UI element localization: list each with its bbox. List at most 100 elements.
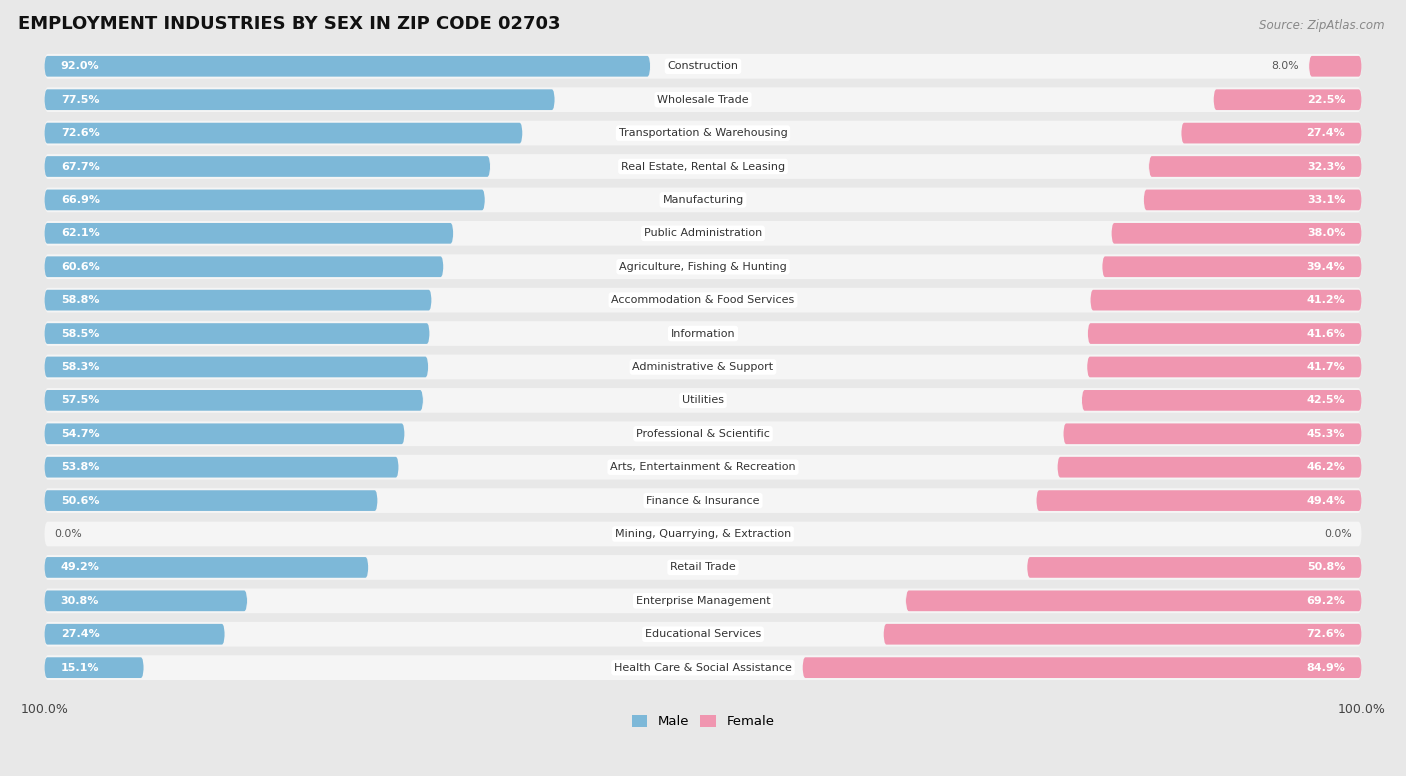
FancyBboxPatch shape: [45, 388, 1361, 413]
FancyBboxPatch shape: [45, 189, 485, 210]
Text: Construction: Construction: [668, 61, 738, 71]
FancyBboxPatch shape: [1036, 490, 1361, 511]
FancyBboxPatch shape: [1149, 156, 1361, 177]
Text: 27.4%: 27.4%: [1306, 128, 1346, 138]
FancyBboxPatch shape: [803, 657, 1361, 678]
Text: 46.2%: 46.2%: [1306, 462, 1346, 472]
FancyBboxPatch shape: [45, 223, 453, 244]
Text: 67.7%: 67.7%: [60, 161, 100, 171]
FancyBboxPatch shape: [45, 288, 1361, 313]
FancyBboxPatch shape: [45, 88, 1361, 112]
Text: 49.2%: 49.2%: [60, 563, 100, 573]
FancyBboxPatch shape: [1309, 56, 1361, 77]
FancyBboxPatch shape: [45, 89, 555, 110]
FancyBboxPatch shape: [45, 457, 399, 477]
FancyBboxPatch shape: [1063, 424, 1361, 444]
FancyBboxPatch shape: [45, 156, 491, 177]
Text: 53.8%: 53.8%: [60, 462, 100, 472]
Text: 49.4%: 49.4%: [1306, 496, 1346, 506]
Text: 39.4%: 39.4%: [1306, 262, 1346, 272]
FancyBboxPatch shape: [45, 390, 423, 411]
Text: 27.4%: 27.4%: [60, 629, 100, 639]
Text: Agriculture, Fishing & Hunting: Agriculture, Fishing & Hunting: [619, 262, 787, 272]
FancyBboxPatch shape: [45, 591, 247, 611]
FancyBboxPatch shape: [1057, 457, 1361, 477]
Text: Finance & Insurance: Finance & Insurance: [647, 496, 759, 506]
FancyBboxPatch shape: [45, 488, 1361, 513]
Text: 0.0%: 0.0%: [1324, 529, 1351, 539]
Text: 22.5%: 22.5%: [1306, 95, 1346, 105]
FancyBboxPatch shape: [45, 622, 1361, 646]
Text: Professional & Scientific: Professional & Scientific: [636, 429, 770, 438]
Text: 45.3%: 45.3%: [1306, 429, 1346, 438]
FancyBboxPatch shape: [45, 188, 1361, 213]
FancyBboxPatch shape: [1102, 256, 1361, 277]
Text: 72.6%: 72.6%: [60, 128, 100, 138]
Text: Utilities: Utilities: [682, 396, 724, 405]
FancyBboxPatch shape: [1111, 223, 1361, 244]
Text: 41.6%: 41.6%: [1306, 328, 1346, 338]
FancyBboxPatch shape: [1181, 123, 1361, 144]
FancyBboxPatch shape: [45, 54, 1361, 78]
Text: Information: Information: [671, 328, 735, 338]
FancyBboxPatch shape: [45, 521, 1361, 546]
Text: 50.6%: 50.6%: [60, 496, 100, 506]
Text: Mining, Quarrying, & Extraction: Mining, Quarrying, & Extraction: [614, 529, 792, 539]
FancyBboxPatch shape: [45, 323, 430, 344]
Text: Retail Trade: Retail Trade: [671, 563, 735, 573]
Text: 41.2%: 41.2%: [1306, 295, 1346, 305]
FancyBboxPatch shape: [45, 424, 405, 444]
Text: Educational Services: Educational Services: [645, 629, 761, 639]
FancyBboxPatch shape: [45, 255, 1361, 279]
FancyBboxPatch shape: [1090, 289, 1361, 310]
Text: 32.3%: 32.3%: [1306, 161, 1346, 171]
Text: 33.1%: 33.1%: [1306, 195, 1346, 205]
Text: 38.0%: 38.0%: [1306, 228, 1346, 238]
Text: Arts, Entertainment & Recreation: Arts, Entertainment & Recreation: [610, 462, 796, 472]
Text: Manufacturing: Manufacturing: [662, 195, 744, 205]
Text: 72.6%: 72.6%: [1306, 629, 1346, 639]
FancyBboxPatch shape: [45, 624, 225, 645]
FancyBboxPatch shape: [45, 123, 523, 144]
Text: 92.0%: 92.0%: [60, 61, 100, 71]
FancyBboxPatch shape: [1213, 89, 1361, 110]
Text: Administrative & Support: Administrative & Support: [633, 362, 773, 372]
Text: 77.5%: 77.5%: [60, 95, 100, 105]
Text: Enterprise Management: Enterprise Management: [636, 596, 770, 606]
Text: 69.2%: 69.2%: [1306, 596, 1346, 606]
Text: 58.5%: 58.5%: [60, 328, 100, 338]
Text: 0.0%: 0.0%: [55, 529, 82, 539]
Text: 42.5%: 42.5%: [1306, 396, 1346, 405]
FancyBboxPatch shape: [45, 221, 1361, 246]
FancyBboxPatch shape: [45, 490, 378, 511]
Text: 66.9%: 66.9%: [60, 195, 100, 205]
Text: 41.7%: 41.7%: [1306, 362, 1346, 372]
FancyBboxPatch shape: [45, 588, 1361, 613]
Text: 62.1%: 62.1%: [60, 228, 100, 238]
FancyBboxPatch shape: [45, 256, 443, 277]
FancyBboxPatch shape: [1088, 323, 1361, 344]
Text: 54.7%: 54.7%: [60, 429, 100, 438]
Text: Real Estate, Rental & Leasing: Real Estate, Rental & Leasing: [621, 161, 785, 171]
FancyBboxPatch shape: [45, 455, 1361, 480]
FancyBboxPatch shape: [1026, 557, 1361, 578]
FancyBboxPatch shape: [45, 355, 1361, 379]
Legend: Male, Female: Male, Female: [626, 710, 780, 733]
Text: Public Administration: Public Administration: [644, 228, 762, 238]
FancyBboxPatch shape: [1081, 390, 1361, 411]
Text: Transportation & Warehousing: Transportation & Warehousing: [619, 128, 787, 138]
FancyBboxPatch shape: [45, 421, 1361, 446]
FancyBboxPatch shape: [45, 321, 1361, 346]
Text: 57.5%: 57.5%: [60, 396, 100, 405]
FancyBboxPatch shape: [45, 357, 429, 377]
FancyBboxPatch shape: [45, 154, 1361, 178]
FancyBboxPatch shape: [45, 56, 651, 77]
FancyBboxPatch shape: [45, 555, 1361, 580]
Text: 84.9%: 84.9%: [1306, 663, 1346, 673]
FancyBboxPatch shape: [883, 624, 1361, 645]
FancyBboxPatch shape: [45, 557, 368, 578]
Text: 50.8%: 50.8%: [1306, 563, 1346, 573]
FancyBboxPatch shape: [1143, 189, 1361, 210]
FancyBboxPatch shape: [45, 657, 143, 678]
FancyBboxPatch shape: [905, 591, 1361, 611]
